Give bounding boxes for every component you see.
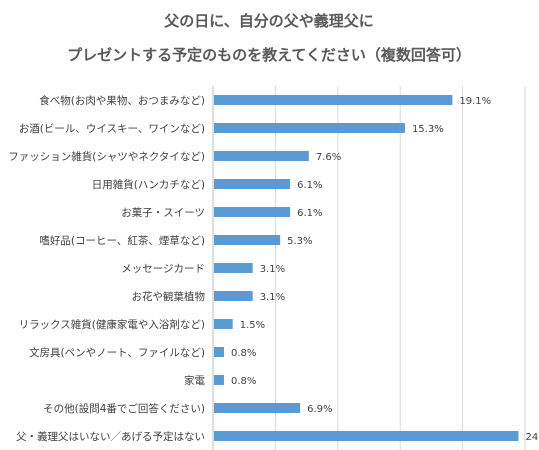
value-label: 6.1%: [297, 208, 322, 219]
chart-title-line-2: プレゼントする予定のものを教えてください（複数回答可）: [67, 46, 471, 64]
value-label: 6.1%: [297, 180, 322, 191]
category-label: お花や観葉植物: [132, 290, 206, 303]
value-label: 3.1%: [260, 264, 285, 275]
value-label: 6.9%: [307, 404, 332, 415]
category-label: リラックス雑貨(健康家電や入浴剤など): [19, 318, 205, 331]
category-label: 日用雑貨(ハンカチなど): [92, 178, 205, 191]
value-label: 15.3%: [412, 124, 444, 135]
category-label: お菓子・スイーツ: [121, 207, 205, 219]
category-labels: 食べ物(お肉や果物、おつまみなど) お酒(ビール、ウイスキー、ワインなど) ファッシ…: [8, 94, 205, 443]
category-label: お酒(ビール、ウイスキー、ワインなど): [19, 122, 205, 135]
category-label: メッセージカード: [121, 263, 205, 275]
value-label: 0.8%: [231, 376, 256, 387]
category-label: 家電: [184, 374, 205, 387]
category-label: 父・義理父はいない／あげる予定はない: [16, 430, 205, 443]
category-label: 嗜好品(コーヒー、紅茶、煙草など): [39, 234, 205, 247]
category-label: 文房具(ペンやノート、ファイルなど): [29, 346, 205, 359]
bar: [214, 151, 309, 161]
bar: [214, 403, 301, 413]
bar: [214, 235, 281, 245]
gridlines: [212, 86, 526, 450]
bars: [214, 95, 519, 441]
category-label: ファッション雑貨(シャツやネクタイなど): [8, 150, 205, 163]
bar: [214, 263, 253, 273]
value-label: 19.1%: [459, 96, 491, 107]
value-labels: 19.1% 15.3% 7.6% 6.1% 6.1% 5.3% 3.1% 3.1% 1.5% 0.…: [231, 96, 539, 443]
bar: [214, 291, 253, 301]
bar: [214, 431, 519, 441]
bar: [214, 207, 291, 217]
value-label: 24.4%: [526, 432, 539, 443]
bar: [214, 179, 291, 189]
value-label: 7.6%: [316, 152, 341, 163]
bar: [214, 347, 224, 357]
chart-title-line-1: 父の日に、自分の父や義理父に: [163, 12, 374, 30]
bar: [214, 123, 405, 133]
value-label: 1.5%: [240, 320, 265, 331]
value-label: 5.3%: [287, 236, 312, 247]
value-label: 0.8%: [231, 348, 256, 359]
category-label: 食べ物(お肉や果物、おつまみなど): [39, 94, 205, 107]
bar: [214, 319, 233, 329]
value-label: 3.1%: [260, 292, 285, 303]
bar: [214, 375, 224, 385]
category-label: その他(設問4番でご回答ください): [43, 402, 205, 415]
bar: [214, 95, 453, 105]
